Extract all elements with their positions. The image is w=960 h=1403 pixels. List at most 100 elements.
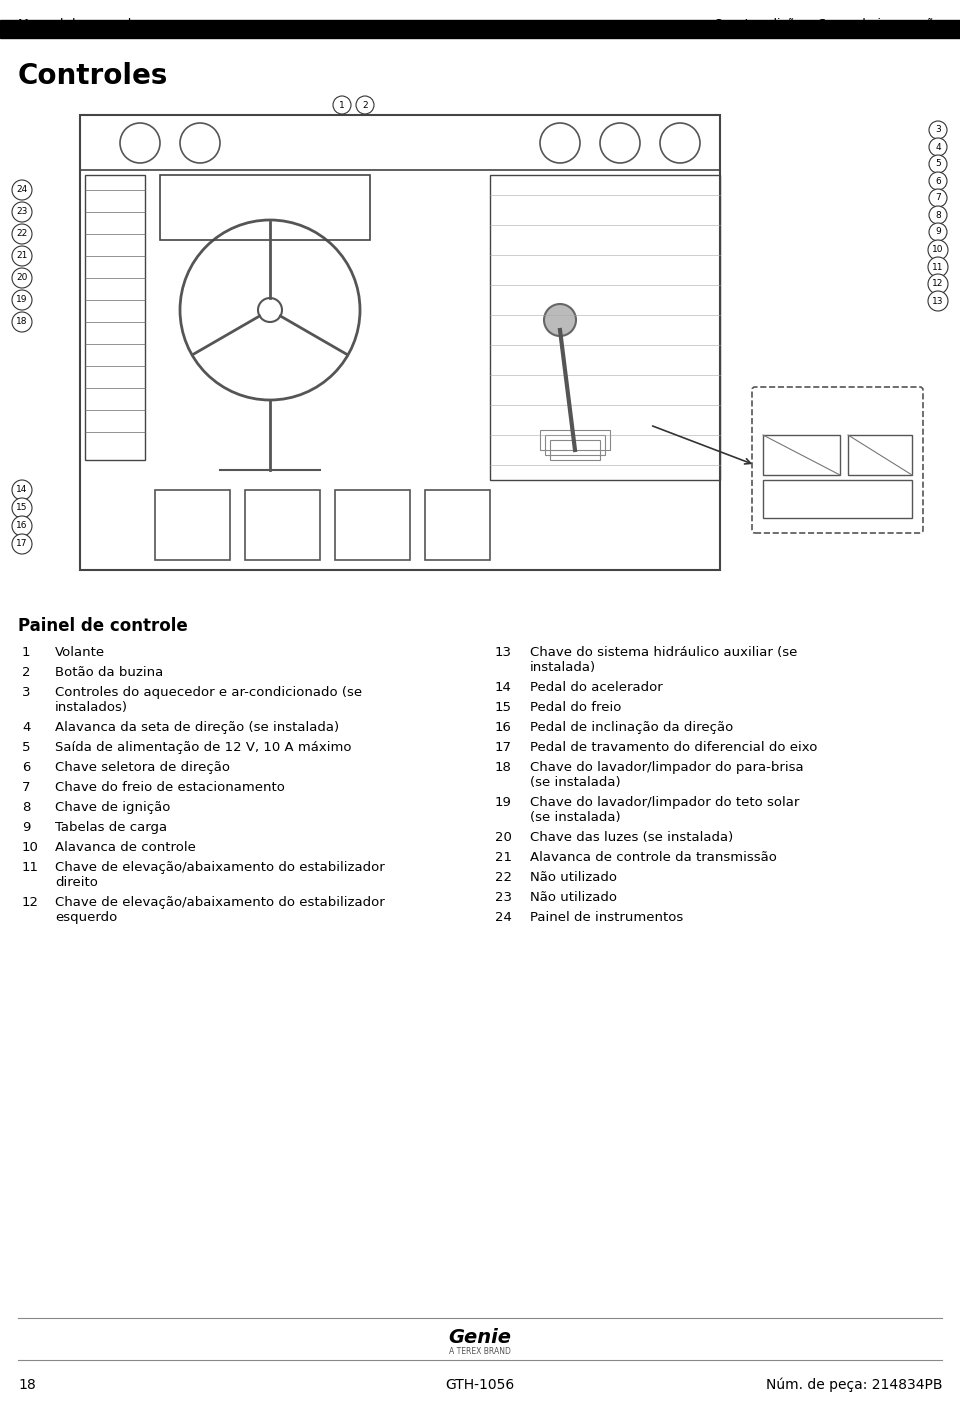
Text: Manual do operador: Manual do operador (18, 18, 144, 31)
Text: 2: 2 (362, 101, 368, 109)
Text: Botão da buzina: Botão da buzina (55, 666, 163, 679)
Bar (490, 175, 720, 480)
Text: 15: 15 (16, 504, 28, 512)
Circle shape (12, 535, 32, 554)
Text: 18: 18 (16, 317, 28, 327)
Text: 16: 16 (16, 522, 28, 530)
Text: Controles do aquecedor e ar-condicionado (se: Controles do aquecedor e ar-condicionado… (55, 686, 362, 699)
Text: 8: 8 (935, 210, 941, 219)
Text: Pedal do acelerador: Pedal do acelerador (530, 680, 662, 694)
Text: Volante: Volante (55, 645, 106, 659)
Text: Alavanca da seta de direção (se instalada): Alavanca da seta de direção (se instalad… (55, 721, 339, 734)
Text: Chave de ignição: Chave de ignição (55, 801, 170, 814)
Text: Painel de controle: Painel de controle (18, 617, 188, 636)
Text: 14: 14 (16, 485, 28, 494)
Text: 17: 17 (495, 741, 512, 753)
Text: Chave das luzes (se instalada): Chave das luzes (se instalada) (530, 831, 733, 845)
Bar (335, 490, 410, 560)
Text: Chave de elevação/abaixamento do estabilizador: Chave de elevação/abaixamento do estabil… (55, 861, 385, 874)
Text: Chave de elevação/abaixamento do estabilizador: Chave de elevação/abaixamento do estabil… (55, 897, 385, 909)
Text: Núm. de peça: 214834PB: Núm. de peça: 214834PB (765, 1378, 942, 1393)
Text: Painel de instrumentos: Painel de instrumentos (530, 911, 684, 925)
Bar (80, 115, 720, 170)
Bar (0, 20, 960, 38)
Circle shape (928, 290, 948, 311)
Text: Pedal do freio: Pedal do freio (530, 702, 621, 714)
Text: 13: 13 (932, 296, 944, 306)
Text: Pedal de inclinação da direção: Pedal de inclinação da direção (530, 721, 733, 734)
Text: instalados): instalados) (55, 702, 128, 714)
Text: Genie: Genie (448, 1329, 512, 1347)
Bar (85, 175, 145, 460)
Bar (763, 480, 912, 518)
Text: 4: 4 (935, 143, 941, 152)
Bar (540, 429, 610, 450)
Text: Saída de alimentação de 12 V, 10 A máximo: Saída de alimentação de 12 V, 10 A máxim… (55, 741, 351, 753)
Text: 22: 22 (495, 871, 512, 884)
Text: 15: 15 (495, 702, 512, 714)
Bar (550, 441, 600, 460)
Text: 14: 14 (495, 680, 512, 694)
Circle shape (12, 311, 32, 333)
Text: 18: 18 (18, 1378, 36, 1392)
Bar (848, 435, 912, 476)
Circle shape (928, 257, 948, 276)
Circle shape (544, 304, 576, 335)
Bar (160, 175, 370, 240)
Text: 18: 18 (495, 760, 512, 774)
Text: 16: 16 (495, 721, 512, 734)
Text: 6: 6 (22, 760, 31, 774)
Text: 11: 11 (22, 861, 39, 874)
Bar (763, 435, 840, 476)
Bar (245, 490, 320, 560)
Text: direito: direito (55, 875, 98, 890)
Text: 5: 5 (22, 741, 31, 753)
Text: Não utilizado: Não utilizado (530, 871, 617, 884)
Text: 20: 20 (495, 831, 512, 845)
Text: 2: 2 (22, 666, 31, 679)
Circle shape (12, 516, 32, 536)
Circle shape (333, 95, 351, 114)
Circle shape (928, 274, 948, 295)
Text: 17: 17 (16, 540, 28, 549)
Bar (545, 435, 605, 455)
Text: 23: 23 (495, 891, 512, 904)
Circle shape (929, 206, 947, 224)
Text: 3: 3 (935, 125, 941, 135)
Text: 5: 5 (935, 160, 941, 168)
Text: Chave seletora de direção: Chave seletora de direção (55, 760, 230, 774)
Text: Controles: Controles (18, 62, 168, 90)
Circle shape (12, 224, 32, 244)
Text: 13: 13 (495, 645, 512, 659)
Text: 19: 19 (495, 796, 512, 810)
Text: 4: 4 (22, 721, 31, 734)
Text: 8: 8 (22, 801, 31, 814)
Text: 24: 24 (16, 185, 28, 195)
Text: 21: 21 (16, 251, 28, 261)
Text: Alavanca de controle da transmissão: Alavanca de controle da transmissão (530, 852, 777, 864)
Text: 23: 23 (16, 208, 28, 216)
Text: 20: 20 (16, 274, 28, 282)
Circle shape (929, 137, 947, 156)
Text: 10: 10 (932, 246, 944, 254)
Circle shape (12, 268, 32, 288)
Text: instalada): instalada) (530, 661, 596, 673)
Text: 24: 24 (495, 911, 512, 925)
Circle shape (12, 246, 32, 267)
Text: Pedal de travamento do diferencial do eixo: Pedal de travamento do diferencial do ei… (530, 741, 817, 753)
Circle shape (929, 189, 947, 208)
Text: 12: 12 (932, 279, 944, 289)
Text: Chave do sistema hidráulico auxiliar (se: Chave do sistema hidráulico auxiliar (se (530, 645, 798, 659)
Text: 7: 7 (22, 781, 31, 794)
Text: Tabelas de carga: Tabelas de carga (55, 821, 167, 833)
Text: A TEREX BRAND: A TEREX BRAND (449, 1347, 511, 1357)
Circle shape (356, 95, 374, 114)
Text: Chave do lavador/limpador do para-brisa: Chave do lavador/limpador do para-brisa (530, 760, 804, 774)
Text: Chave do lavador/limpador do teto solar: Chave do lavador/limpador do teto solar (530, 796, 800, 810)
Circle shape (929, 173, 947, 189)
Circle shape (929, 223, 947, 241)
Text: 22: 22 (16, 230, 28, 239)
Text: (se instalada): (se instalada) (530, 811, 620, 824)
Text: 10: 10 (22, 840, 38, 854)
Bar (425, 490, 490, 560)
